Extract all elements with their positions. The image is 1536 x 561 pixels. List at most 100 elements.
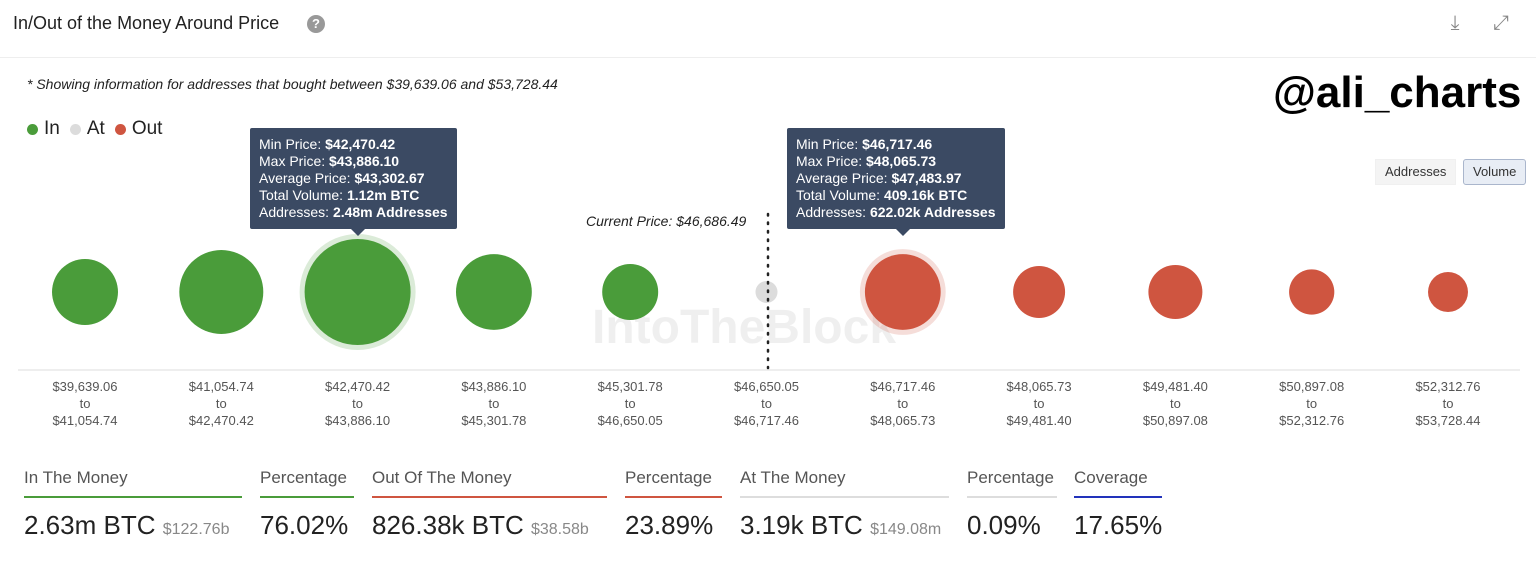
x-tick-label: $50,897.08 to $52,312.76 [1252, 378, 1372, 429]
legend-label: In [44, 118, 60, 139]
current-price-label: Current Price: $46,686.49 [586, 213, 747, 229]
download-icon[interactable]: ⤓ [1450, 12, 1460, 34]
tick-from: $49,481.40 [1142, 379, 1208, 394]
tooltip-min: $42,470.42 [325, 136, 396, 152]
tick-from: $52,312.76 [1415, 379, 1481, 394]
tick-to: $46,650.05 [597, 413, 663, 428]
tooltip-label: Min Price: [796, 136, 859, 152]
bubble-in[interactable] [52, 259, 118, 325]
tooltip: Min Price: $42,470.42 Max Price: $43,886… [250, 128, 457, 236]
stat-value: 76.02% [260, 510, 349, 540]
tick-to: $42,470.42 [188, 413, 254, 428]
at-dot-icon [69, 123, 81, 135]
tick-from: $46,650.05 [733, 379, 800, 394]
bubble-out[interactable] [1148, 265, 1203, 319]
tick-from: $48,065.73 [1006, 379, 1072, 394]
stat-subvalue: $38.58b [530, 521, 589, 538]
tick-from: $50,897.08 [1279, 379, 1345, 394]
x-tick-label: $52,312.76 to $53,728.44 [1388, 378, 1508, 429]
tick-to: $48,065.73 [870, 413, 936, 428]
addresses-toggle[interactable]: Addresses [1375, 159, 1457, 185]
out-dot-icon [114, 123, 126, 135]
x-tick-label: $46,717.46 to $48,065.73 [843, 378, 963, 429]
x-tick-label: $41,054.74 to $42,470.42 [161, 378, 281, 429]
tick-tick-sep: to [352, 396, 364, 411]
tick-to: $52,312.76 [1279, 413, 1345, 428]
bubble-out[interactable] [1013, 266, 1066, 318]
range-note: * Showing information for addresses that… [27, 76, 558, 92]
volume-toggle[interactable]: Volume [1463, 159, 1527, 185]
stat-value: 0.09% [967, 510, 1041, 540]
stat-label: Percentage [967, 468, 1057, 498]
x-tick-label: $46,650.05 to $46,717.46 [707, 378, 827, 429]
legend: In At Out [27, 118, 162, 140]
tick-from: $43,886.10 [461, 379, 527, 394]
legend-in[interactable]: In [27, 118, 60, 140]
stat-label: Coverage [1074, 468, 1162, 498]
tick-to: $43,886.10 [325, 413, 391, 428]
tick-from: $41,054.74 [188, 379, 254, 394]
tick-tick-sep: to [1306, 396, 1318, 411]
stat-2: Out Of The Money 826.38k BTC $38.58b [372, 468, 607, 541]
tick-tick-sep: to [761, 396, 772, 411]
stat-label: Percentage [260, 468, 354, 498]
tick-tick-sep: to [488, 396, 500, 411]
tooltip-max: $48,065.73 [866, 153, 937, 169]
bubble-out[interactable] [1428, 272, 1468, 312]
bubble-out[interactable] [1289, 269, 1335, 315]
header-divider [0, 57, 1536, 58]
bubble-out[interactable] [864, 254, 941, 330]
stat-3: Percentage 23.89% [625, 468, 722, 541]
expand-icon[interactable]: ⤢ [1493, 12, 1509, 34]
tooltip-label: Addresses: [259, 204, 330, 220]
bubble-at[interactable] [755, 281, 778, 303]
author-handle: @ali_charts [1273, 68, 1522, 117]
x-tick-label: $42,470.42 to $43,886.10 [298, 378, 418, 429]
stat-label: In The Money [24, 468, 242, 498]
tooltip-label: Min Price: [259, 136, 322, 152]
tick-from: $42,470.42 [325, 379, 391, 394]
tooltip-label: Max Price: [796, 153, 863, 169]
tick-to: $53,728.44 [1415, 413, 1481, 428]
bubble-chart [18, 212, 1520, 371]
stat-5: Percentage 0.09% [967, 468, 1057, 541]
tooltip-label: Total Volume: [796, 187, 881, 203]
x-tick-label: $39,639.06 to $41,054.74 [25, 378, 145, 429]
legend-label: Out [131, 118, 163, 139]
tick-to: $45,301.78 [461, 413, 527, 428]
bubble-in[interactable] [602, 264, 659, 320]
question-circle-icon[interactable]: ? [307, 15, 325, 33]
legend-label: At [86, 118, 105, 139]
tooltip-addresses: 2.48m Addresses [332, 204, 448, 220]
stat-4: At The Money 3.19k BTC $149.08m [740, 468, 949, 541]
stat-label: At The Money [740, 468, 949, 498]
bubble-in[interactable] [304, 239, 411, 345]
tick-from: $39,639.06 [52, 379, 118, 394]
bubble-in[interactable] [179, 250, 264, 334]
tooltip-volume: 1.12m BTC [346, 187, 420, 203]
legend-at[interactable]: At [69, 118, 105, 140]
tooltip-volume: 409.16k BTC [883, 187, 968, 203]
tooltip-label: Addresses: [796, 204, 867, 220]
tick-tick-sep: to [1169, 396, 1181, 411]
bubble-in[interactable] [455, 254, 532, 330]
stat-value: 2.63m BTC [24, 510, 156, 540]
in-dot-icon [27, 123, 38, 135]
x-tick-label: $49,481.40 to $50,897.08 [1115, 378, 1235, 429]
stat-1: Percentage 76.02% [260, 468, 354, 541]
tick-to: $41,054.74 [52, 413, 118, 428]
x-tick-label: $45,301.78 to $46,650.05 [570, 378, 690, 429]
tick-tick-sep: to [79, 396, 91, 411]
stat-value: 17.65% [1074, 510, 1163, 540]
stat-0: In The Money 2.63m BTC $122.76b [24, 468, 242, 541]
tick-tick-sep: to [1442, 396, 1454, 411]
tooltip-label: Average Price: [259, 170, 351, 186]
page-title: In/Out of the Money Around Price [13, 13, 280, 33]
legend-out[interactable]: Out [114, 118, 163, 140]
stat-value: 3.19k BTC [740, 510, 863, 540]
stat-subvalue: $149.08m [870, 521, 942, 538]
tooltip-min: $46,717.46 [862, 136, 933, 152]
tooltip-avg: $43,302.67 [354, 170, 425, 186]
tooltip-label: Total Volume: [259, 187, 344, 203]
stat-label: Percentage [625, 468, 722, 498]
